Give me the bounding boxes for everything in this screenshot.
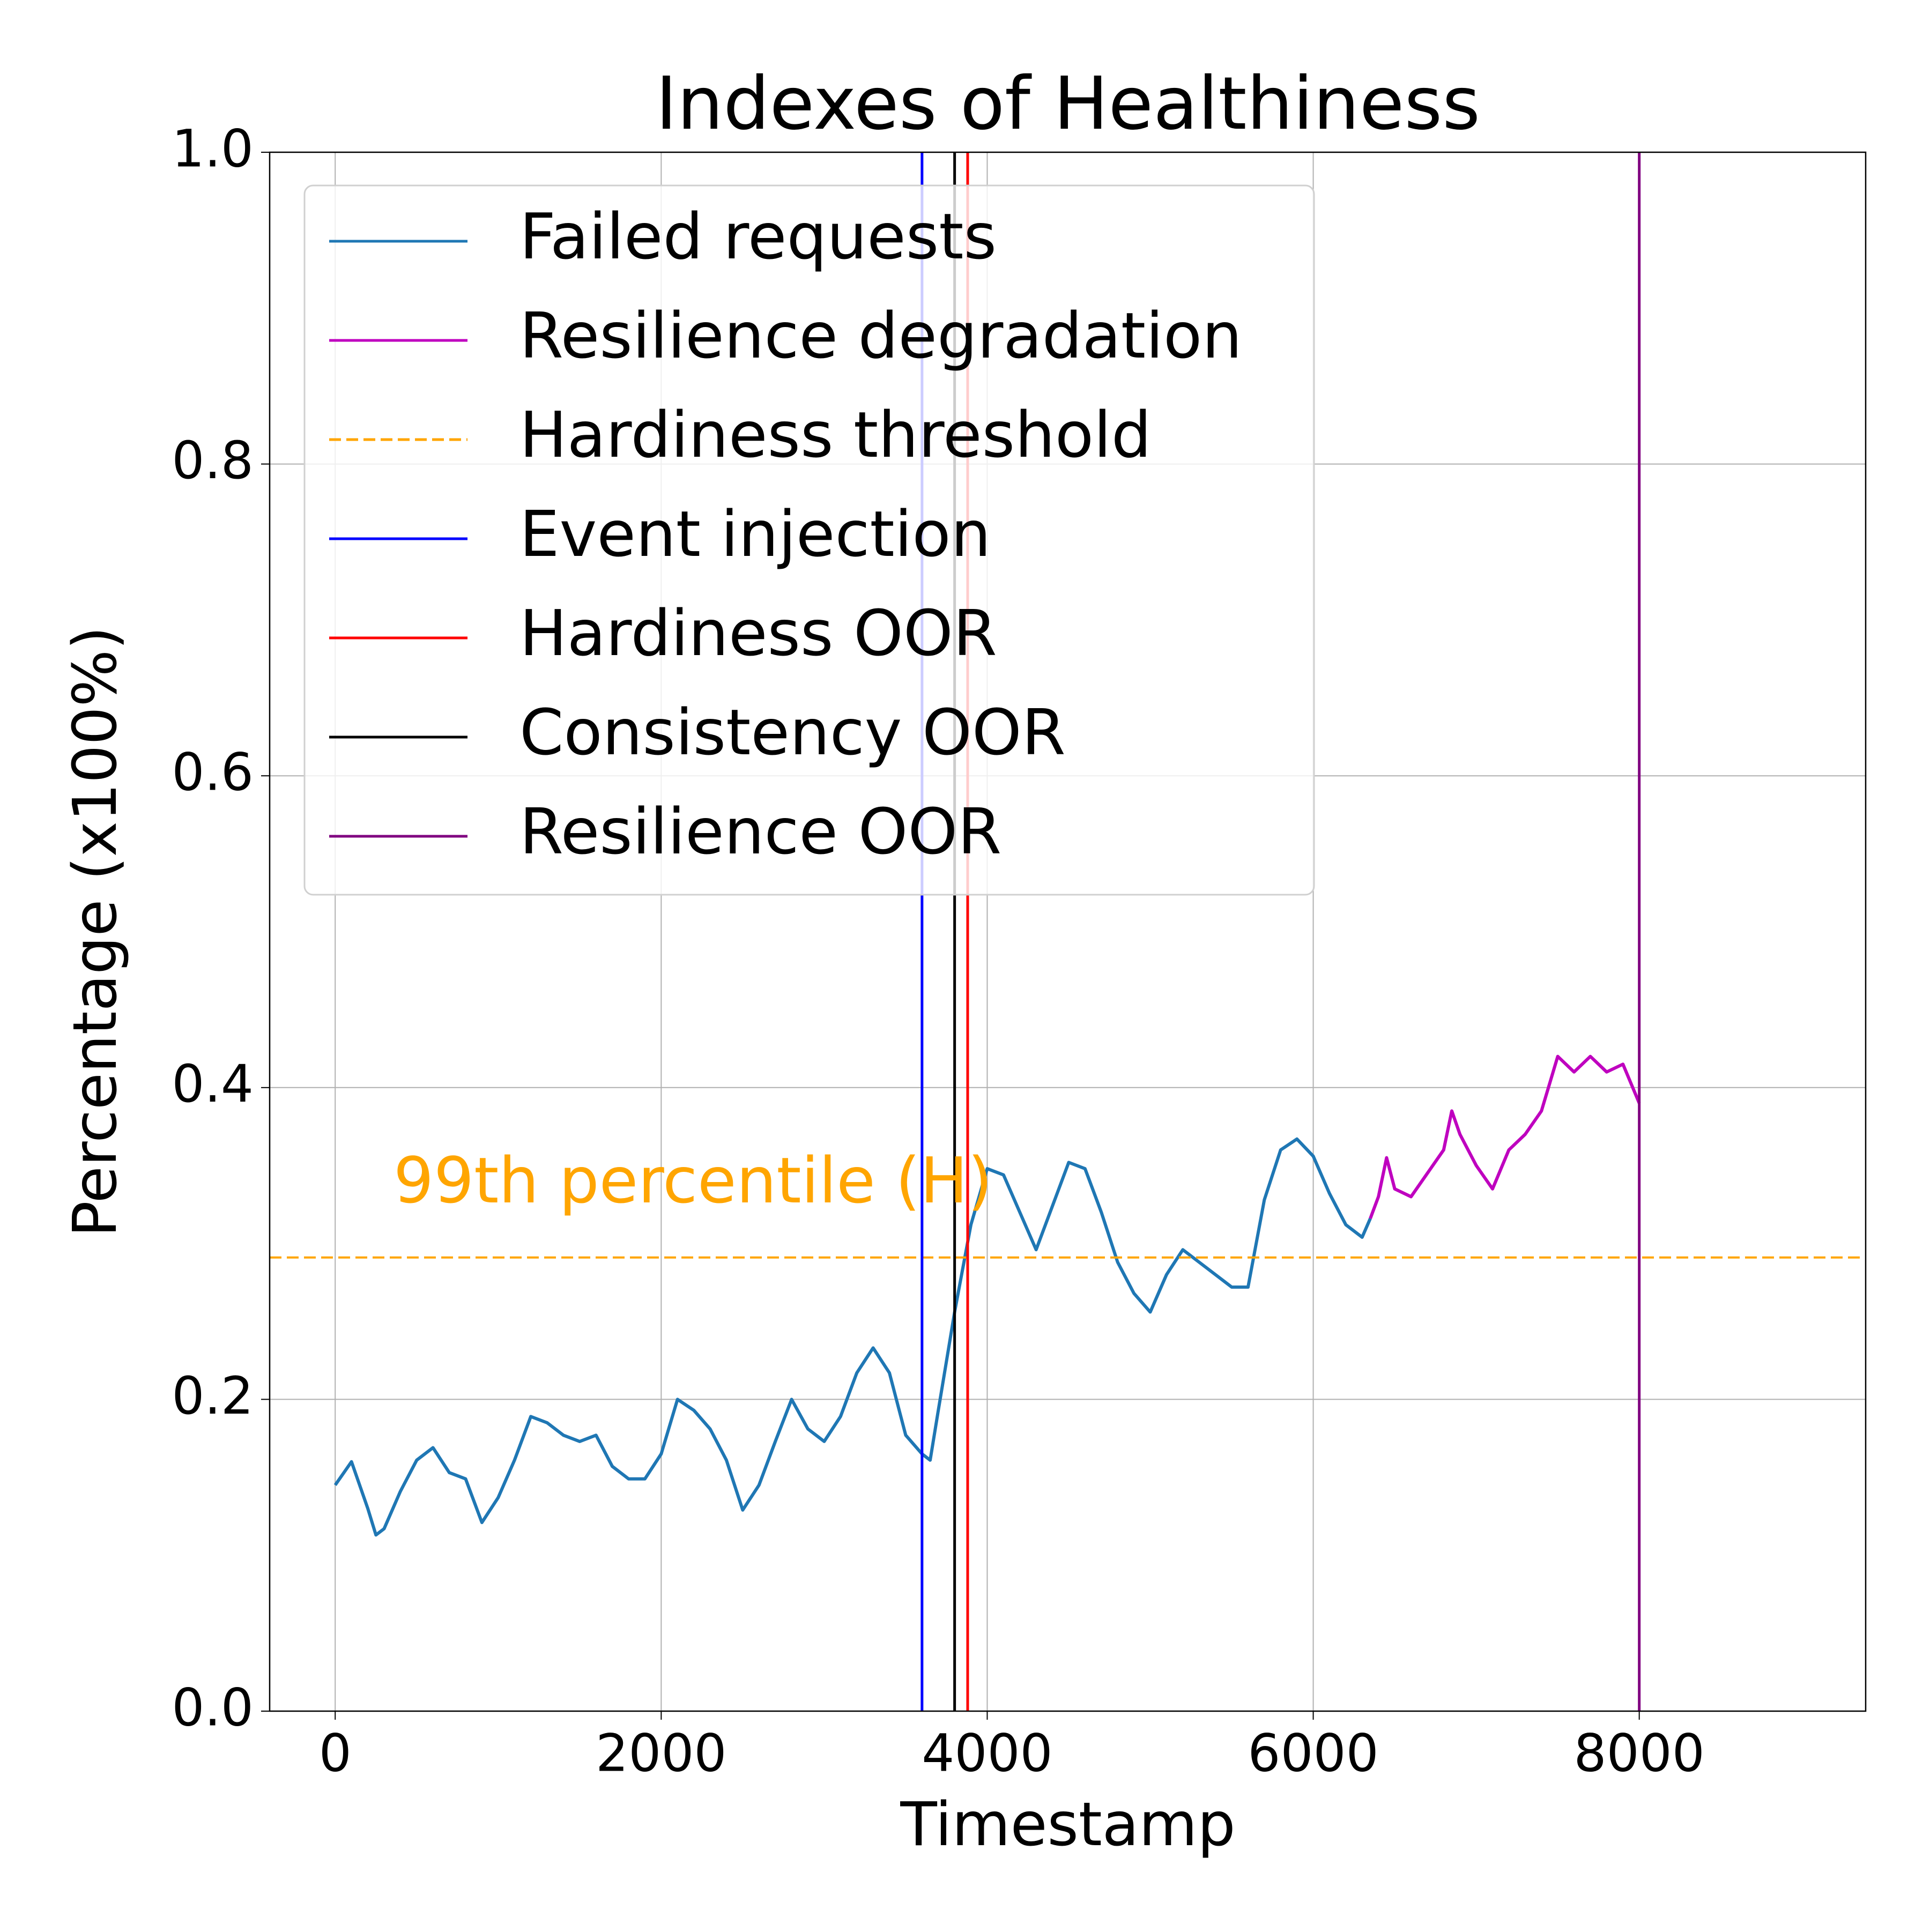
y-tick-label: 0.0 bbox=[172, 1677, 254, 1737]
annotation: 99th percentile (H) bbox=[394, 1143, 992, 1217]
x-tick-label: 4000 bbox=[922, 1723, 1052, 1783]
legend-label: Event injection bbox=[519, 497, 991, 571]
x-tick-label: 6000 bbox=[1248, 1723, 1378, 1783]
y-tick-label: 0.8 bbox=[172, 430, 254, 491]
legend-label: Resilience OOR bbox=[519, 794, 1001, 868]
legend-label: Hardiness OOR bbox=[519, 596, 997, 670]
legend: Failed requests Resilience degradation Har… bbox=[303, 184, 1315, 896]
x-tick-label: 2000 bbox=[596, 1723, 726, 1783]
legend-label: Consistency OOR bbox=[519, 695, 1066, 769]
y-axis-label: Percentage (x100%) bbox=[61, 626, 130, 1237]
legend-label: Failed requests bbox=[519, 199, 997, 273]
y-tick-label: 0.2 bbox=[172, 1366, 254, 1426]
data-line bbox=[333, 1137, 1372, 1537]
legend-label: Resilience degradation bbox=[519, 299, 1242, 373]
x-tick-label: 0 bbox=[319, 1723, 352, 1783]
y-tick-label: 1.0 bbox=[172, 118, 254, 179]
chart-title: Indexes of Healthiness bbox=[656, 62, 1480, 146]
x-tick-label: 8000 bbox=[1574, 1723, 1705, 1783]
legend-box bbox=[303, 184, 1315, 896]
y-tick-label: 0.4 bbox=[172, 1054, 254, 1114]
data-line bbox=[1369, 1054, 1641, 1220]
legend-label: Hardiness threshold bbox=[519, 398, 1152, 472]
plot-frame bbox=[269, 151, 1867, 1712]
y-tick-label: 0.6 bbox=[172, 742, 254, 802]
x-axis-label: Timestamp bbox=[900, 1790, 1235, 1860]
